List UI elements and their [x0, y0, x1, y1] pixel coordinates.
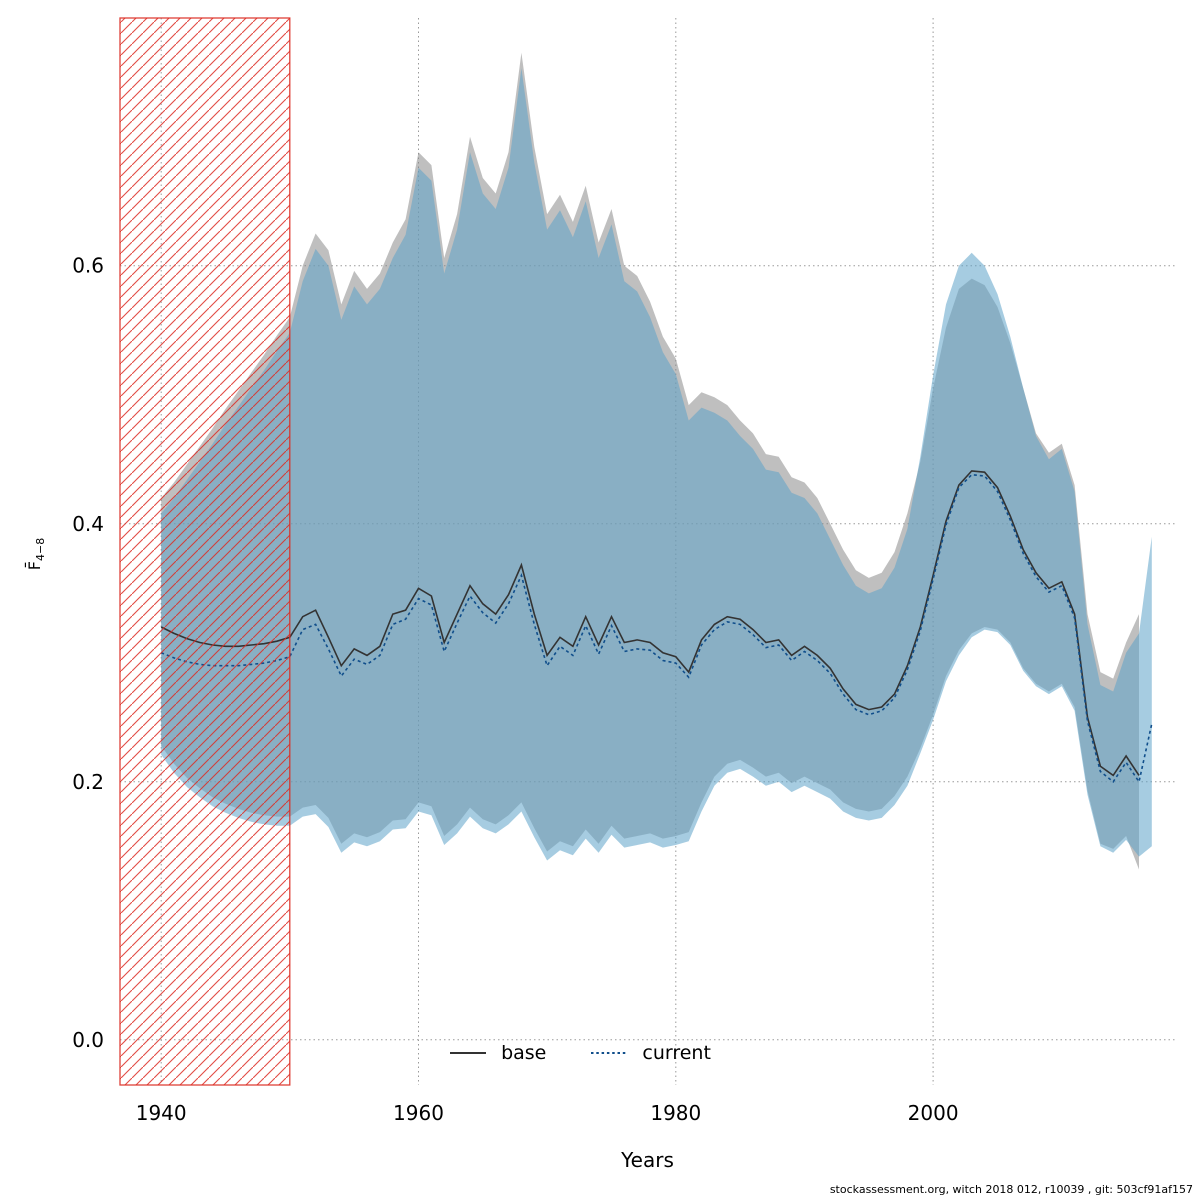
x-axis-title: Years [621, 1148, 674, 1172]
legend-label-base: base [501, 1042, 547, 1064]
x-tick-label: 1980 [650, 1101, 701, 1125]
x-tick-label: 1960 [393, 1101, 444, 1125]
y-axis-title-subscript: 4−8 [34, 537, 47, 562]
base-line-sample-icon [450, 1052, 487, 1054]
y-tick-label: 0.2 [72, 770, 104, 794]
legend-item-current: current [590, 1042, 711, 1064]
y-tick-label: 0.4 [72, 512, 104, 536]
legend-label-current: current [642, 1042, 711, 1064]
y-axis-title: F̄4−8 [25, 504, 47, 604]
current-mean-line [160, 473, 1153, 784]
x-tick-label: 2000 [908, 1101, 959, 1125]
current-line-sample-icon [591, 1052, 628, 1054]
legend: base current [0, 1042, 1160, 1064]
hatched-pre-data-region [119, 17, 291, 1086]
y-tick-label: 0.0 [72, 1028, 104, 1052]
x-tick-label: 1940 [136, 1101, 187, 1125]
y-axis-title-fbar: F̄ [25, 561, 44, 571]
legend-item-base: base [449, 1042, 546, 1064]
footer-provenance-text: stockassessment.org, witch 2018 012, r10… [829, 1183, 1193, 1196]
current-confidence-band [161, 68, 1152, 861]
y-tick-label: 0.6 [72, 254, 104, 278]
base-mean-line [160, 470, 1140, 777]
